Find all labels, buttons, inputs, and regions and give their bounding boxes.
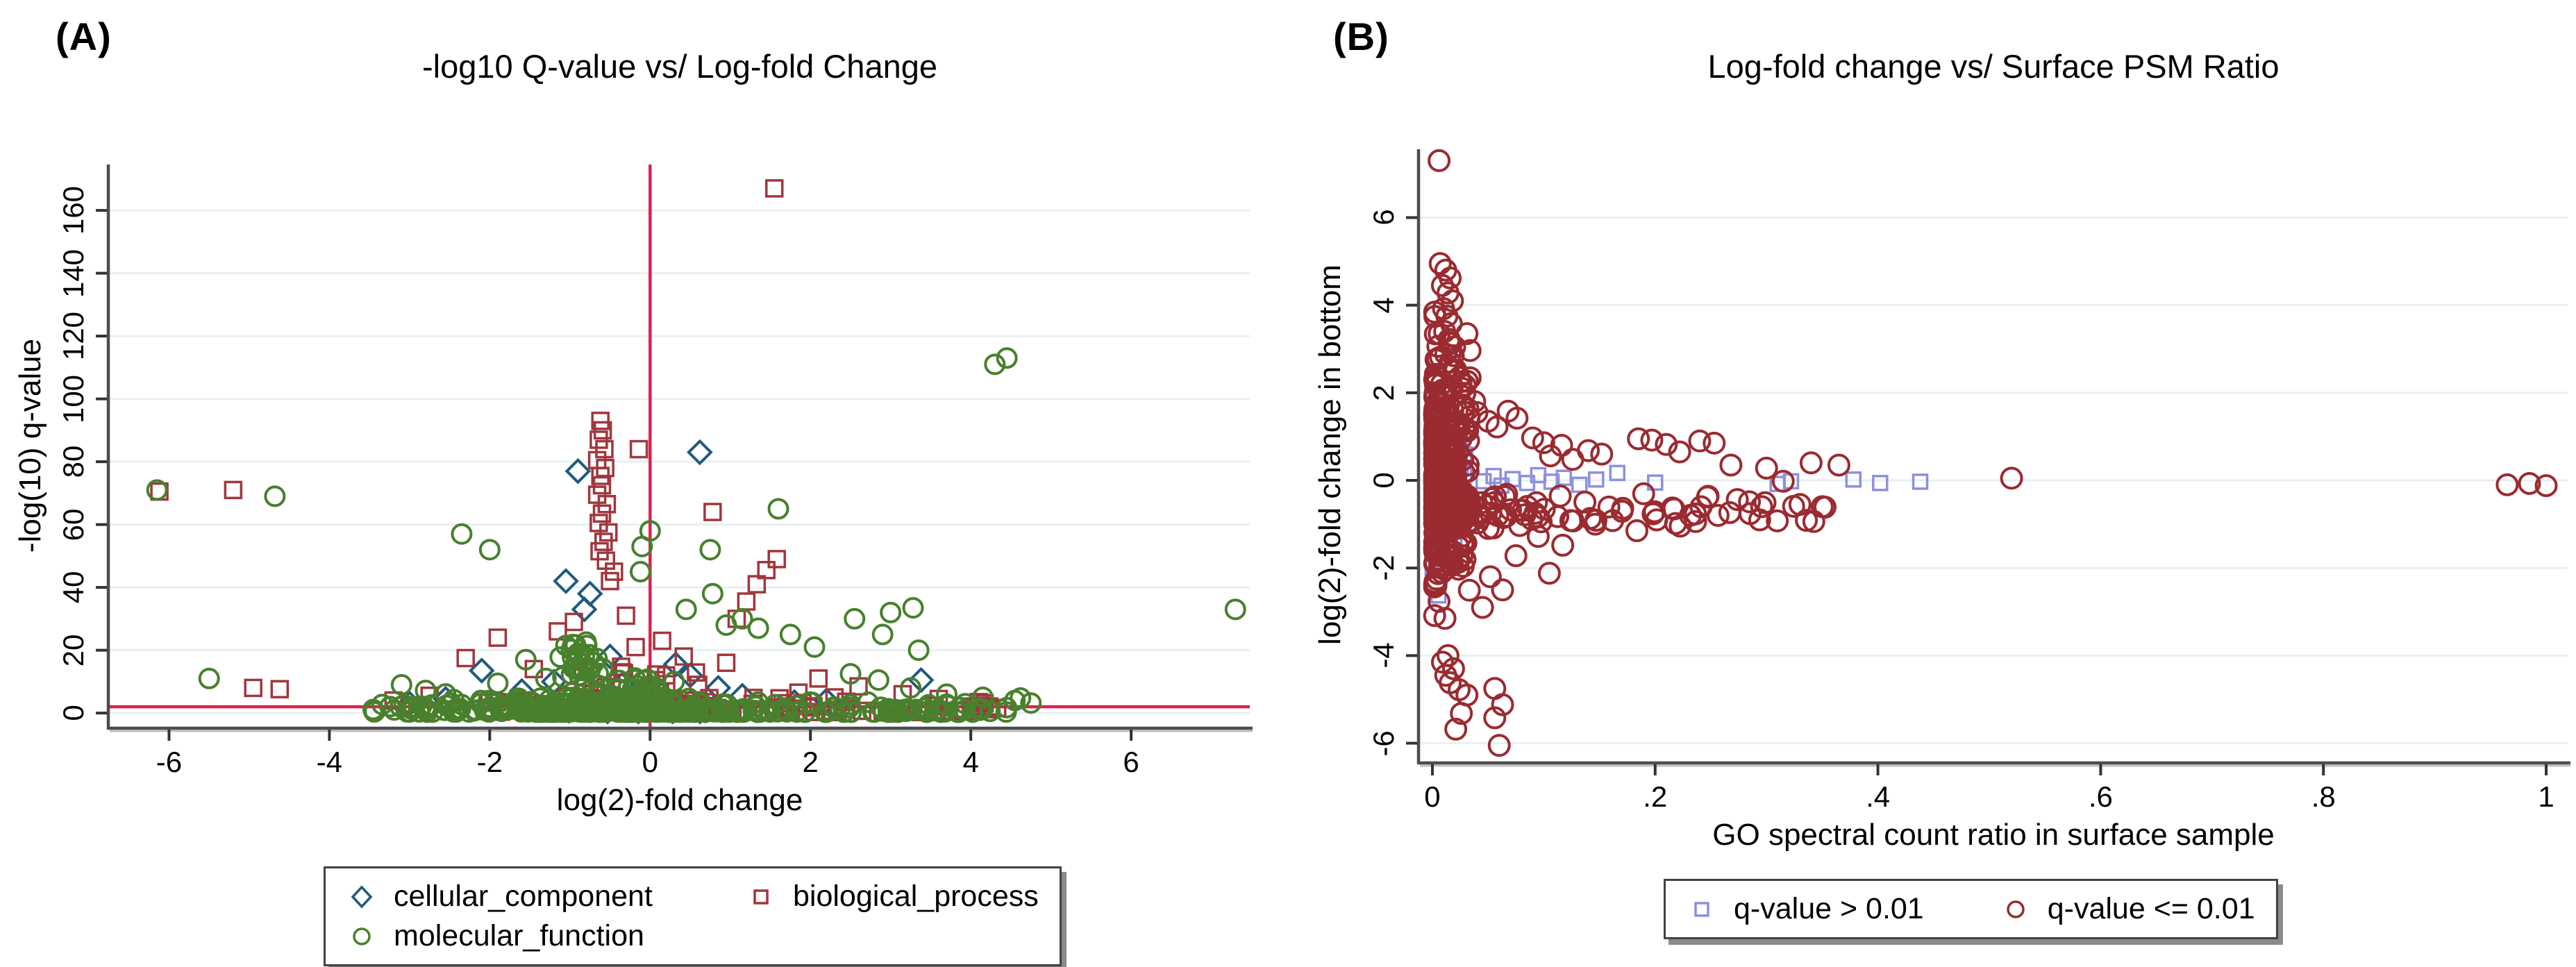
panel-b-label: (B) <box>1333 15 1389 58</box>
legend-item-biological-process: biological_process <box>746 880 1039 914</box>
legend-item-q-value-0-01: q-value <= 0.01 <box>2000 892 2255 926</box>
x-tick-label: 0 <box>1424 780 1441 813</box>
panel-b-y-axis-label: log(2)-fold change in bottom <box>1313 264 1347 645</box>
panel-a-y-axis-label: -log(10) q-value <box>13 338 47 553</box>
x-tick-label: .6 <box>2088 780 2113 813</box>
y-tick-label: -4 <box>1367 642 1400 669</box>
x-tick-label: 0 <box>642 746 658 778</box>
series-molecular-function <box>146 347 1246 723</box>
circle-marker-icon <box>2006 900 2025 918</box>
diamond-marker-icon <box>351 884 373 909</box>
circle-marker-icon <box>353 927 371 945</box>
panel-a-x-axis-label: log(2)-fold change <box>556 783 803 817</box>
y-tick-label: 100 <box>57 374 90 423</box>
legend-item-label: q-value <= 0.01 <box>2047 892 2255 925</box>
y-tick-label: 0 <box>1367 472 1400 489</box>
x-tick-label: 1 <box>2538 780 2554 813</box>
legend-item-cellular-component: cellular_component <box>346 880 739 914</box>
x-tick-label: .2 <box>1643 780 1668 813</box>
panel-b-legend-items: q-value > 0.01 q-value <= 0.01 <box>1687 892 2255 926</box>
panel-b-title: Log-fold change vs/ Surface PSM Ratio <box>1707 48 2280 85</box>
y-tick-label: 120 <box>57 312 90 361</box>
x-tick-label: -4 <box>316 746 343 778</box>
legend-item-label: cellular_component <box>394 880 653 913</box>
legend-item-molecular-function: molecular_function <box>346 919 739 953</box>
panel-a-label: (A) <box>56 15 112 58</box>
y-tick-label: 140 <box>57 249 90 298</box>
x-tick-label: 6 <box>1123 746 1139 778</box>
legend-item-q-value-0-01: q-value > 0.01 <box>1687 892 1924 926</box>
y-tick-label: 6 <box>1367 209 1400 226</box>
y-tick-label: -6 <box>1367 730 1400 757</box>
series-q-value-0-01 <box>1423 149 2558 757</box>
y-tick-label: 60 <box>57 508 90 541</box>
legend-item-label: q-value > 0.01 <box>1734 892 1924 925</box>
y-tick-label: 40 <box>57 571 90 604</box>
y-tick-label: 2 <box>1367 385 1400 401</box>
y-tick-label: 160 <box>57 186 90 235</box>
panel-b-legend: q-value > 0.01 q-value <= 0.01 <box>1664 879 2278 939</box>
x-tick-label: 4 <box>962 746 979 778</box>
y-tick-label: 4 <box>1367 296 1400 314</box>
panel-a-title: -log10 Q-value vs/ Log-fold Change <box>422 48 937 85</box>
x-tick-label: .8 <box>2311 780 2336 813</box>
panel-b-x-axis-label: GO spectral count ratio in surface sampl… <box>1712 818 2275 852</box>
y-tick-label: 0 <box>57 705 90 721</box>
y-tick-label: 80 <box>57 445 90 478</box>
x-tick-label: -2 <box>476 746 503 778</box>
legend-item-label: molecular_function <box>394 919 644 952</box>
x-tick-label: 2 <box>802 746 819 778</box>
y-tick-label: 20 <box>57 634 90 667</box>
y-tick-label: -2 <box>1367 555 1400 581</box>
square-marker-icon <box>1694 901 1709 917</box>
x-tick-label: -6 <box>156 746 183 778</box>
x-tick-label: .4 <box>1866 780 1891 813</box>
legend-item-label: biological_process <box>793 880 1039 913</box>
square-marker-icon <box>753 889 769 905</box>
